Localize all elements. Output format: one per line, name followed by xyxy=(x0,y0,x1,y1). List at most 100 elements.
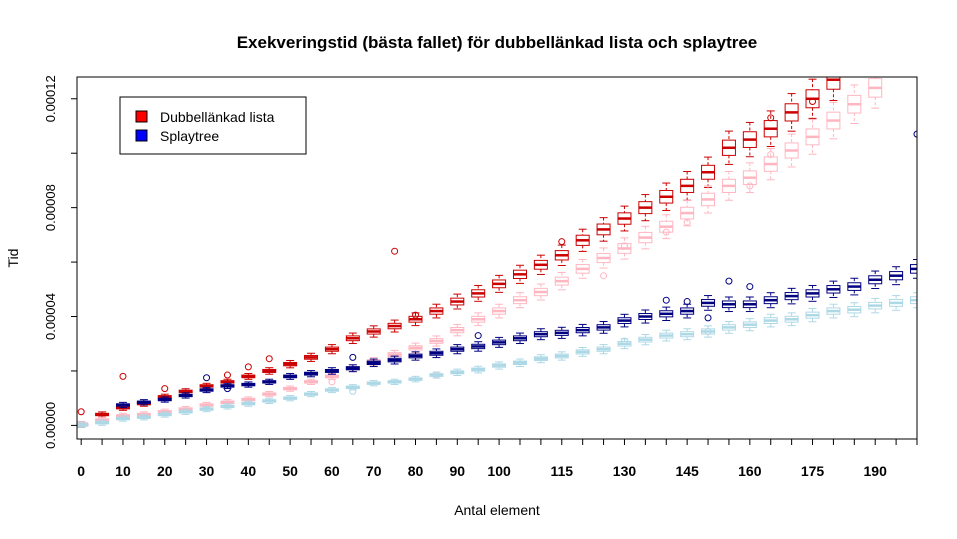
box-3-140 xyxy=(659,329,674,342)
outlier-3-1 xyxy=(620,337,628,345)
legend-swatch-splaytree xyxy=(135,129,148,142)
box-3-170 xyxy=(784,312,799,327)
box-0-65 xyxy=(345,332,360,345)
outlier-2-1 xyxy=(223,385,231,393)
box-0-75 xyxy=(387,319,402,333)
box-0-100 xyxy=(492,274,507,293)
outlier-0-3 xyxy=(223,371,231,379)
outlier-0-4 xyxy=(244,363,252,371)
box-3-190 xyxy=(868,297,883,314)
outlier-0-6 xyxy=(391,247,399,255)
box-0-60 xyxy=(324,344,339,355)
x-axis: 0 10 20 30 40 50 60 70 80 90 100 115 130 145 160 175 190 xyxy=(77,439,918,479)
box-1-135 xyxy=(638,225,653,250)
box-1-190 xyxy=(868,77,883,109)
box-1-175 xyxy=(805,119,820,155)
box-1-120 xyxy=(575,258,590,279)
legend-box xyxy=(119,96,307,155)
box-3-80 xyxy=(408,375,423,383)
box-2-45 xyxy=(262,378,277,385)
box-0-125 xyxy=(596,217,611,242)
box-1-45 xyxy=(262,390,277,398)
box-0-180 xyxy=(826,77,841,101)
box-3-115 xyxy=(554,351,569,361)
box-2-100 xyxy=(492,336,507,348)
x-tick-label: 60 xyxy=(324,463,340,479)
box-0-165 xyxy=(763,110,778,148)
box-3-30 xyxy=(199,405,214,413)
box-2-165 xyxy=(763,292,778,309)
box-2-50 xyxy=(283,372,298,380)
outlier-3-0 xyxy=(349,387,357,395)
box-1-85 xyxy=(429,335,444,347)
box-2-85 xyxy=(429,348,444,359)
box-3-5 xyxy=(95,419,110,426)
outlier-2-0 xyxy=(203,374,211,382)
box-0-50 xyxy=(283,359,298,369)
box-0-70 xyxy=(366,325,381,338)
box-2-175 xyxy=(805,284,820,302)
x-tick-label: 30 xyxy=(199,463,215,479)
y-axis-label: Tid xyxy=(5,249,21,268)
box-2-170 xyxy=(784,287,799,305)
box-0-90 xyxy=(450,293,465,310)
box-0-5 xyxy=(95,411,110,418)
outlier-0-7 xyxy=(412,311,420,319)
outlier-0-9 xyxy=(809,97,817,105)
box-2-190 xyxy=(868,270,883,290)
plot-frame xyxy=(76,76,918,440)
box-1-95 xyxy=(471,312,486,327)
box-3-165 xyxy=(763,313,778,328)
box-2-110 xyxy=(533,328,548,341)
box-1-140 xyxy=(659,214,674,240)
box-1-90 xyxy=(450,323,465,337)
box-1-125 xyxy=(596,247,611,269)
x-tick-label: 20 xyxy=(157,463,173,479)
x-tick-label: 90 xyxy=(450,463,466,479)
x-tick-label: 160 xyxy=(738,463,762,479)
series-0 xyxy=(77,77,841,428)
x-tick-label: 175 xyxy=(801,463,825,479)
box-3-120 xyxy=(575,346,590,357)
box-2-195 xyxy=(889,266,904,286)
box-3-85 xyxy=(429,371,444,379)
box-2-185 xyxy=(847,277,862,296)
box-2-20 xyxy=(157,396,172,403)
box-3-200 xyxy=(910,292,917,309)
x-tick-label: 130 xyxy=(613,463,637,479)
box-2-180 xyxy=(826,280,841,298)
box-3-110 xyxy=(533,354,548,364)
x-tick-label: 50 xyxy=(282,463,298,479)
box-3-60 xyxy=(324,386,339,394)
box-3-175 xyxy=(805,308,820,323)
x-axis-label: Antal element xyxy=(454,502,540,518)
outlier-2-9 xyxy=(913,130,917,138)
outlier-1-0 xyxy=(328,378,336,386)
box-0-170 xyxy=(784,93,799,132)
box-2-80 xyxy=(408,351,423,361)
box-3-180 xyxy=(826,303,841,319)
outlier-2-3 xyxy=(474,332,482,340)
outlier-2-4 xyxy=(662,296,670,304)
box-3-20 xyxy=(157,411,172,418)
outlier-2-5 xyxy=(683,298,691,306)
box-0-115 xyxy=(554,244,569,266)
outlier-1-4 xyxy=(662,228,670,236)
outlier-0-0 xyxy=(77,408,85,416)
box-3-25 xyxy=(178,408,193,415)
outlier-2-6 xyxy=(704,314,712,322)
box-3-90 xyxy=(450,368,465,377)
y-tick-label: 0.00008 xyxy=(43,184,58,231)
box-1-55 xyxy=(304,378,319,385)
box-1-50 xyxy=(283,385,298,392)
box-0-130 xyxy=(617,205,632,232)
box-2-25 xyxy=(178,392,193,399)
box-2-15 xyxy=(136,399,151,406)
box-1-115 xyxy=(554,271,569,291)
box-1-165 xyxy=(763,147,778,181)
x-tick-label: 145 xyxy=(675,463,699,479)
box-3-100 xyxy=(492,361,507,370)
x-tick-label: 10 xyxy=(115,463,131,479)
box-2-200 xyxy=(910,258,917,279)
